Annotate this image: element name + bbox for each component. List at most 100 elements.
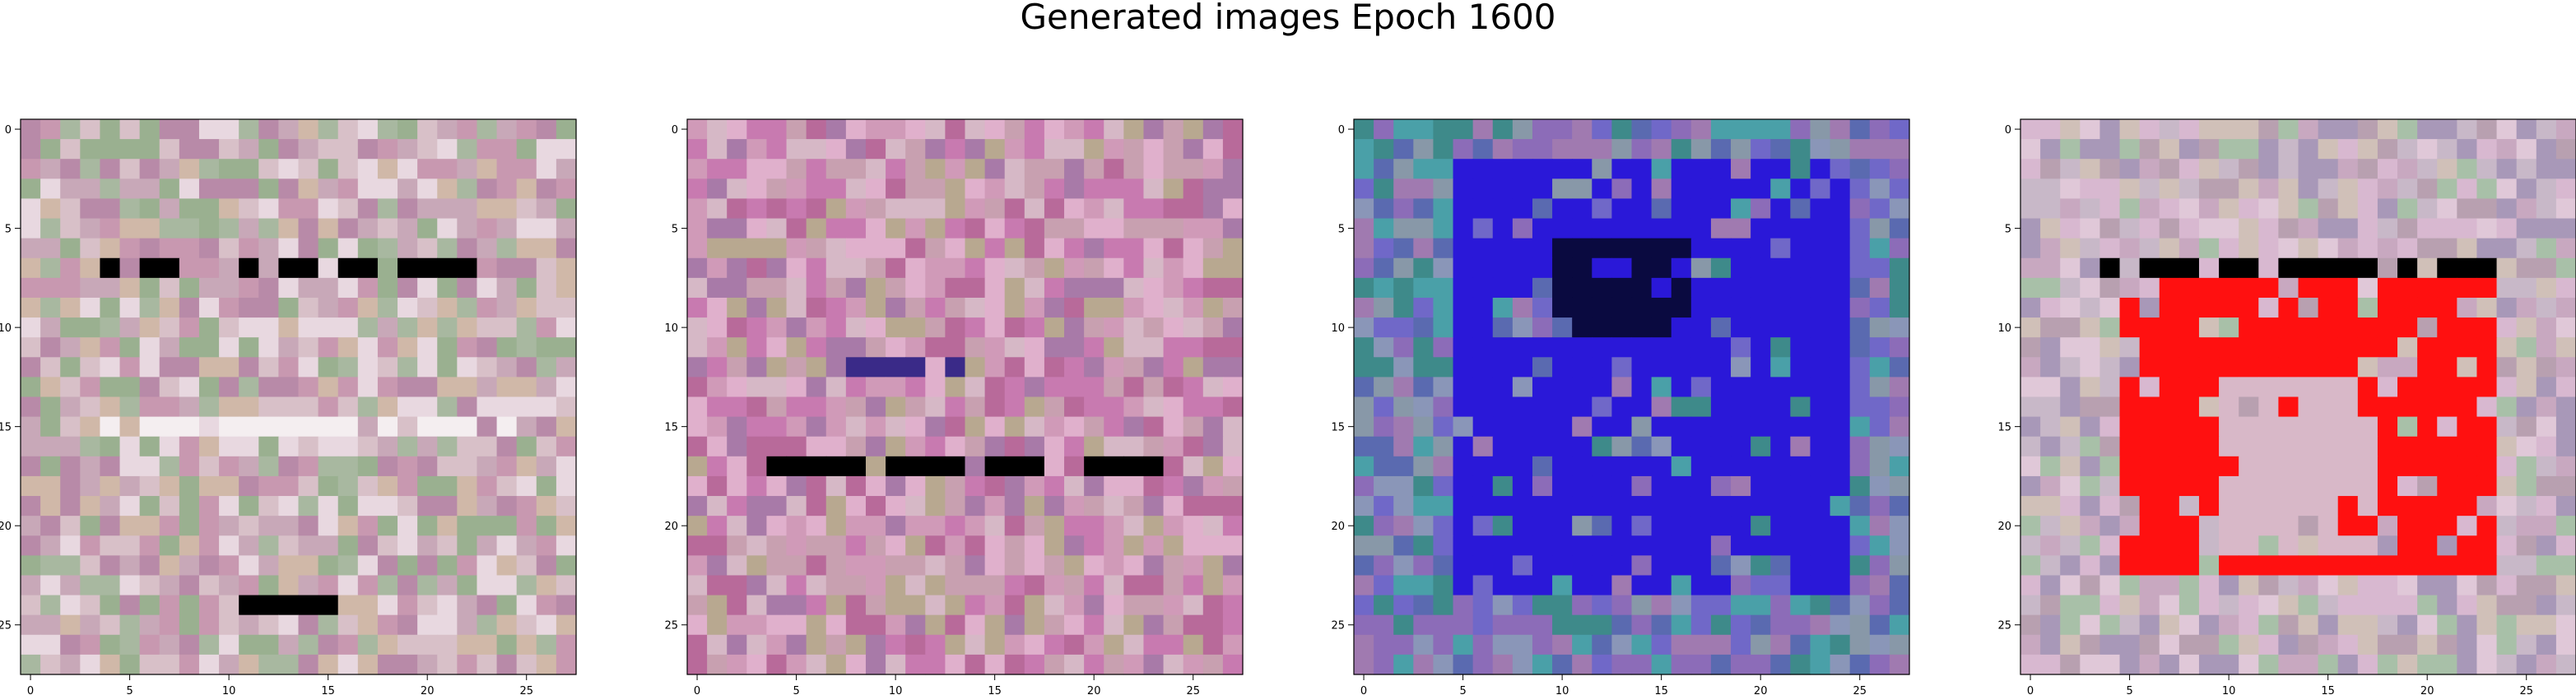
- heatmap-cell: [1413, 159, 1434, 179]
- heatmap-cell: [2457, 238, 2478, 259]
- heatmap-cell: [377, 159, 398, 179]
- heatmap-cell: [21, 337, 41, 358]
- heatmap-cell: [1064, 555, 1085, 577]
- heatmap-cell: [2457, 575, 2478, 596]
- heatmap-cell: [179, 357, 200, 378]
- heatmap-cell: [865, 634, 886, 656]
- heatmap-cell: [1751, 119, 1771, 140]
- heatmap-cell: [2476, 139, 2498, 160]
- heatmap-cell: [1830, 416, 1851, 438]
- heatmap-cell: [2337, 317, 2359, 338]
- heatmap-cell: [536, 396, 557, 418]
- heatmap-cell: [477, 436, 498, 457]
- heatmap-cell: [925, 595, 946, 616]
- heatmap-cell: [239, 377, 259, 398]
- heatmap-cell: [1611, 436, 1633, 457]
- heatmap-cell: [1611, 159, 1633, 179]
- heatmap-cell: [1572, 496, 1593, 517]
- heatmap-cell: [865, 396, 886, 418]
- heatmap-cell: [239, 396, 259, 418]
- heatmap-cell: [417, 159, 438, 179]
- heatmap-cell: [806, 139, 827, 160]
- heatmap-cell: [2159, 297, 2180, 318]
- heatmap-cell: [1671, 377, 1692, 398]
- heatmap-cell: [766, 634, 788, 656]
- heatmap-cell: [1830, 614, 1851, 636]
- heatmap-cell: [2555, 475, 2576, 497]
- heatmap-cell: [437, 198, 458, 220]
- heatmap-cell: [1671, 198, 1692, 220]
- heatmap-cell: [1532, 634, 1553, 656]
- heatmap-cell: [2377, 357, 2398, 378]
- heatmap-cell: [2496, 337, 2518, 358]
- heatmap-cell: [925, 436, 946, 457]
- heatmap-cell: [2258, 377, 2279, 398]
- heatmap-cell: [1592, 634, 1612, 656]
- heatmap-cell: [2357, 159, 2378, 179]
- heatmap-cell: [1552, 337, 1573, 358]
- heatmap-cell: [1024, 634, 1045, 656]
- heatmap-cell: [2119, 456, 2141, 477]
- heatmap-cell: [1889, 277, 1910, 299]
- heatmap-cell: [2516, 614, 2537, 636]
- heatmap-cell: [100, 634, 121, 656]
- heatmap-cell: [1552, 257, 1573, 279]
- heatmap-cell: [1163, 416, 1184, 438]
- heatmap-cell: [1492, 357, 1514, 378]
- heatmap-cell: [2139, 436, 2160, 457]
- heatmap-cell: [1472, 575, 1494, 596]
- heatmap-cell: [1631, 357, 1653, 378]
- heatmap-cell: [1104, 654, 1124, 675]
- heatmap-cell: [2457, 416, 2478, 438]
- heatmap-cell: [2119, 198, 2141, 220]
- heatmap-cell: [2298, 317, 2319, 338]
- heatmap-cell: [825, 614, 847, 636]
- heatmap-cell: [179, 337, 200, 358]
- x-tick-label: 5: [126, 685, 133, 695]
- heatmap-cell: [2555, 456, 2576, 477]
- heatmap-cell: [337, 178, 359, 200]
- heatmap-cell: [945, 377, 966, 398]
- heatmap-cell: [1690, 436, 1712, 457]
- heatmap-cell: [2496, 475, 2518, 497]
- heatmap-cell: [298, 634, 319, 656]
- heatmap-cell: [1354, 257, 1374, 279]
- heatmap-cell: [139, 139, 160, 160]
- heatmap-cell: [1830, 357, 1851, 378]
- heatmap-cell: [2239, 277, 2259, 299]
- heatmap-cell: [886, 614, 906, 636]
- heatmap-cell: [1572, 516, 1593, 536]
- heatmap-cell: [417, 317, 438, 338]
- heatmap-cell: [1143, 277, 1165, 299]
- heatmap-cell: [2437, 516, 2457, 536]
- heatmap-cell: [2377, 496, 2398, 517]
- heatmap-cell: [1024, 456, 1045, 477]
- heatmap-cell: [1183, 198, 1204, 220]
- heatmap-cell: [2099, 575, 2121, 596]
- y-tick-label: 10: [1997, 322, 2011, 335]
- heatmap-cell: [965, 516, 986, 536]
- heatmap-cell: [1889, 198, 1910, 220]
- heatmap-cell: [2119, 575, 2141, 596]
- heatmap-cell: [1433, 218, 1454, 239]
- heatmap-cell: [1084, 496, 1104, 517]
- heatmap-cell: [1004, 159, 1025, 179]
- heatmap-cell: [2457, 396, 2478, 418]
- heatmap-cell: [1024, 496, 1045, 517]
- heatmap-cell: [2318, 535, 2339, 556]
- heatmap-cell: [1104, 535, 1124, 556]
- heatmap-cell: [1163, 555, 1184, 577]
- heatmap-cell: [417, 218, 438, 239]
- heatmap-cell: [1004, 575, 1025, 596]
- heatmap-cell: [496, 159, 518, 179]
- heatmap-cell: [516, 654, 537, 675]
- heatmap-cell: [886, 396, 906, 418]
- heatmap-cell: [1354, 456, 1374, 477]
- heatmap-cell: [1631, 496, 1653, 517]
- heatmap-cell: [2437, 139, 2457, 160]
- heatmap-cell: [100, 614, 121, 636]
- heatmap-cell: [1413, 575, 1434, 596]
- heatmap-cell: [1869, 654, 1890, 675]
- heatmap-cell: [1163, 475, 1184, 497]
